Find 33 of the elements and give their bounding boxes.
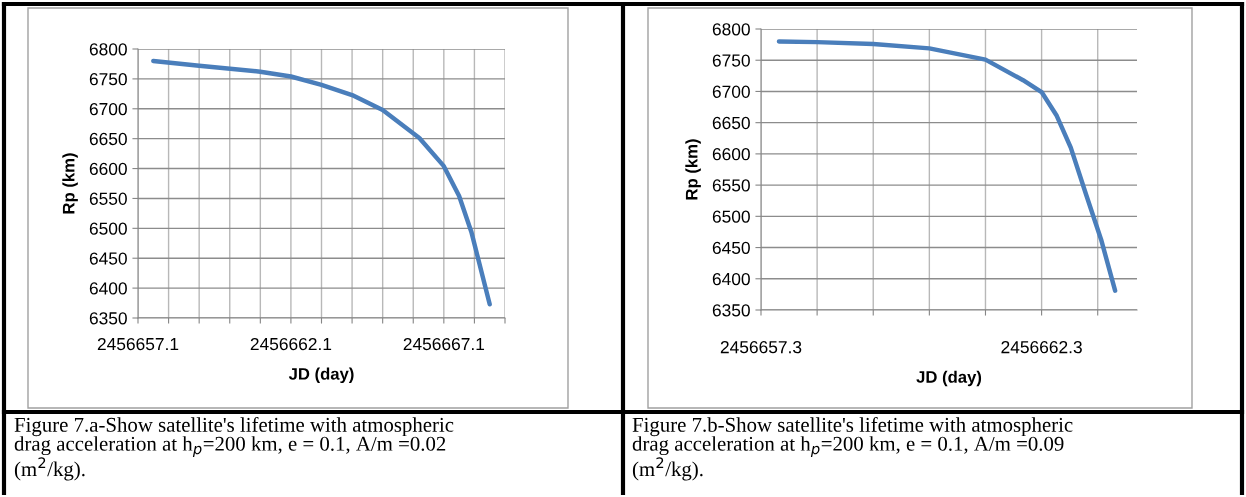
y-tick-label: 6650 [712,116,750,130]
text: Figure 7.a-Show satellite's lifetime with atmospheric drag acceleration at h$_{p}$=200 km, e = 0.1, A/m =0.02 (m$^{2}$/kg). [14,417,454,481]
y-tick-label: 6500 [712,210,750,223]
y-tick-label: 6350 [712,304,750,317]
y-tick-label: 6550 [712,179,750,192]
y-axis-title: Rp (km) [685,139,701,200]
text: Figure 7.b-Show satellite's lifetime with atmospheric drag acceleration at h$_{p}$=200 km, e = 0.1, A/m =0.09 (m$^{2}$/kg). [632,417,1073,481]
x-tick-label: 2456667.1 [403,337,485,351]
y-tick-label: 6600 [712,148,750,161]
y-tick-label: 6450 [89,252,127,265]
x-tick-label: 2456657.3 [720,341,802,354]
y-tick-label: 6450 [712,241,750,255]
line-series [151,58,492,307]
y-tick-label: 6700 [712,85,750,98]
x-tick-label: 2456657.1 [97,337,179,351]
y-tick-label: 6600 [89,162,127,176]
y-tick-label: 6800 [89,43,127,56]
y-tick-label: 6550 [89,192,127,205]
y-tick-label: 6400 [89,282,127,295]
y-tick-label: 6700 [89,102,127,116]
y-tick-label: 6650 [89,132,127,146]
x-axis-title: JD (day) [916,370,982,387]
x-tick-label: 2456662.3 [1001,341,1082,354]
y-axis-title: Rp (km) [62,153,78,214]
x-tick-label: 2456662.1 [250,337,332,351]
y-tick-label: 6800 [712,23,750,36]
line-series [776,39,1118,293]
y-tick-label: 6750 [712,54,750,67]
x-axis-title: JD (day) [288,367,354,384]
y-tick-label: 6500 [89,222,127,235]
y-tick-label: 6400 [712,272,750,286]
y-tick-label: 6350 [89,312,127,325]
y-tick-label: 6750 [89,73,127,86]
